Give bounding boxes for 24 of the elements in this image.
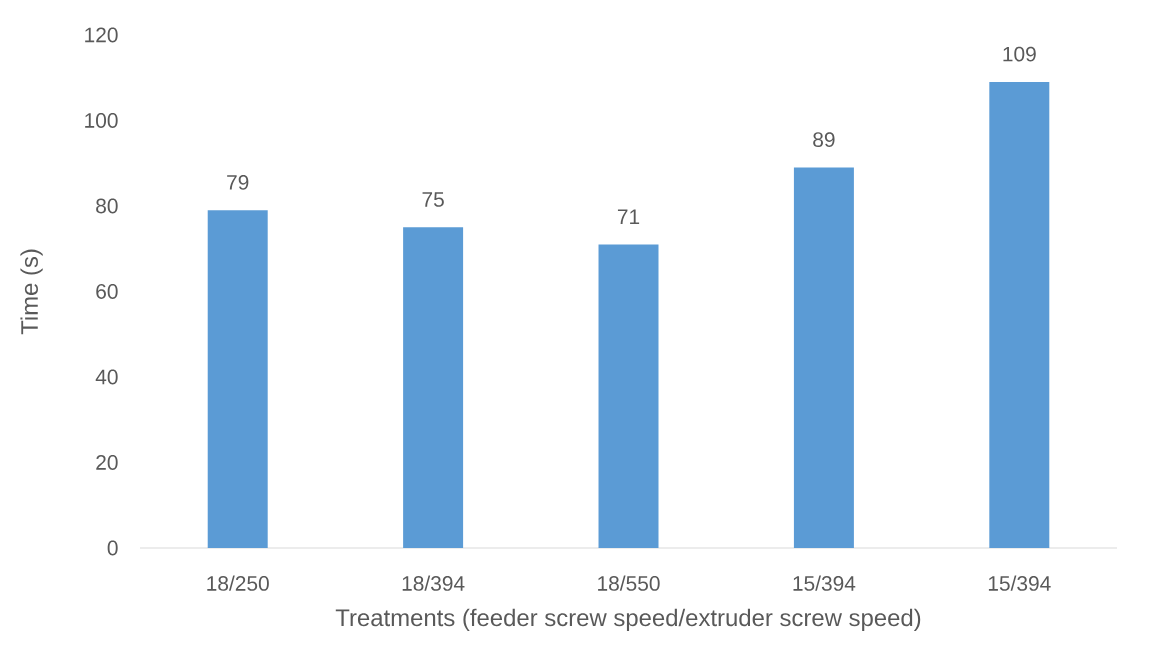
y-tick-label: 20 (96, 455, 118, 470)
data-label: 75 (422, 192, 444, 207)
x-tick-label: 15/394 (793, 575, 856, 591)
y-tick-label: 80 (96, 198, 118, 214)
x-tick-label: 18/250 (207, 575, 269, 591)
y-tick-label: 120 (85, 27, 118, 43)
x-axis-title: Treatments (feeder screw speed/extruder screw speed) (335, 608, 921, 631)
bar (403, 227, 464, 548)
x-tick-label: 18/550 (598, 575, 660, 591)
y-tick-label: 0 (107, 540, 118, 556)
data-label: 71 (617, 209, 640, 224)
x-tick-label: 18/394 (402, 575, 465, 591)
data-label: 89 (813, 132, 835, 147)
bar (793, 167, 854, 548)
bar (989, 82, 1050, 548)
x-tick-label: 15/394 (988, 575, 1051, 591)
data-label: 109 (1003, 46, 1036, 62)
data-label: 79 (227, 174, 249, 190)
bar (598, 244, 659, 548)
bar (207, 210, 268, 548)
y-tick-label: 40 (95, 369, 118, 385)
y-axis-title: Time (s) (20, 249, 43, 335)
y-tick-label: 60 (96, 284, 118, 299)
y-tick-label: 100 (85, 113, 118, 128)
